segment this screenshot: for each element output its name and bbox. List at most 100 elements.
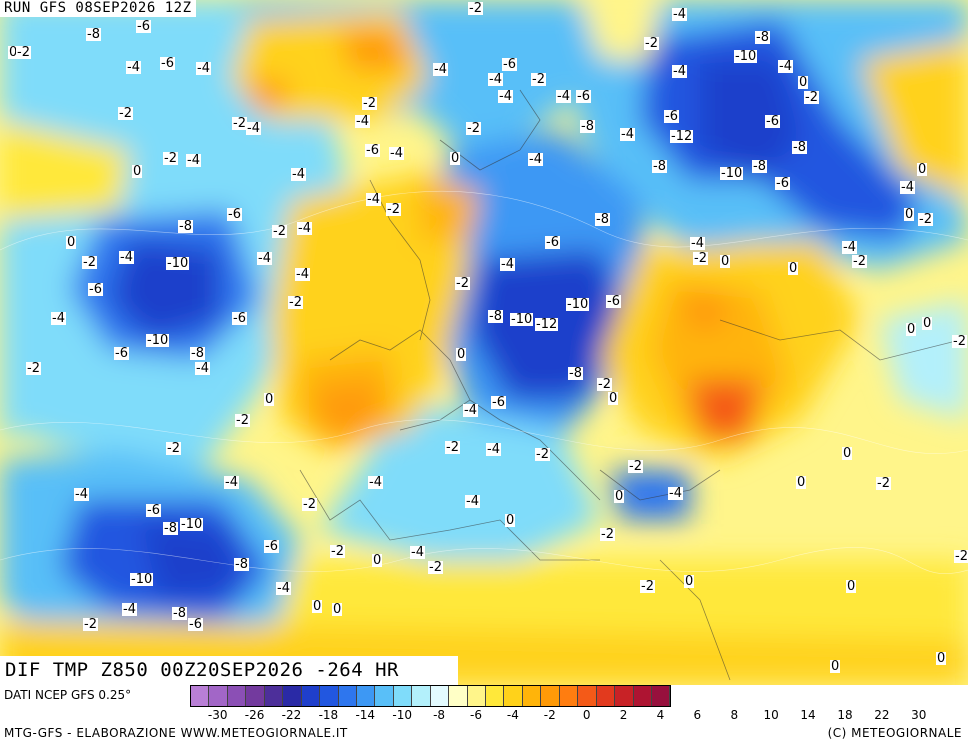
contour-label: -2	[804, 90, 819, 105]
contour-label: -10	[146, 333, 170, 348]
contour-label: -4	[389, 146, 404, 161]
contour-label: 0	[456, 347, 467, 362]
legend-swatch	[467, 686, 486, 706]
contour-label: 0	[684, 574, 695, 589]
contour-label: -4	[51, 311, 66, 326]
legend-swatch	[227, 686, 247, 706]
contour-label: 0	[842, 446, 853, 461]
contour-label: -6	[606, 294, 621, 309]
contour-label: -4	[257, 251, 272, 266]
contour-label: -4	[620, 127, 635, 142]
contour-label: 0	[798, 75, 809, 90]
isotherms	[0, 190, 968, 574]
contour-label: 0	[830, 659, 841, 674]
contour-label: -8	[178, 219, 193, 234]
contour-label: -4	[246, 121, 261, 136]
contour-label: -4	[74, 487, 89, 502]
legend-swatch	[301, 686, 321, 706]
legend-tick-label: 22	[874, 708, 890, 722]
contour-label: -2	[362, 96, 377, 111]
legend-tick-label: 10	[763, 708, 779, 722]
contour-label: -4	[528, 152, 543, 167]
contour-label: -10	[720, 166, 744, 181]
contour-label: 0	[936, 651, 947, 666]
contour-label: -2	[468, 1, 483, 16]
contour-label: -8	[163, 521, 178, 536]
contour-label: 0	[614, 489, 625, 504]
legend-swatch	[393, 686, 413, 706]
contour-label: -2	[82, 255, 97, 270]
contour-label: -4	[433, 62, 448, 77]
legend-swatch	[596, 686, 616, 706]
contour-label: -4	[276, 581, 291, 596]
run-title: RUN GFS 08SEP2026 12Z	[0, 0, 196, 17]
contour-label: 0	[917, 162, 928, 177]
contour-label: -10	[130, 572, 154, 587]
contour-label: 0	[332, 602, 343, 617]
contour-label: -6	[114, 346, 129, 361]
contour-label: 0	[505, 513, 516, 528]
contour-label: 0	[8, 45, 19, 60]
legend-swatch	[264, 686, 284, 706]
legend-swatch	[578, 686, 597, 706]
contour-label: -8	[86, 27, 101, 42]
contour-label: -6	[664, 109, 679, 124]
contour-label: -4	[900, 180, 915, 195]
contour-label: 0	[906, 322, 917, 337]
legend-tick-label: -14	[355, 708, 376, 722]
contour-label: 0	[922, 316, 933, 331]
contour-label: -6	[502, 57, 517, 72]
legend-tick-label: -30	[207, 708, 228, 722]
contour-label: -10	[510, 312, 534, 327]
contour-label: -2	[302, 497, 317, 512]
legend-tick-label: -4	[506, 708, 519, 722]
contour-label: -2	[852, 254, 867, 269]
contour-label: 0	[312, 599, 323, 614]
contour-label: -6	[491, 395, 506, 410]
contour-label: -2	[428, 560, 443, 575]
legend-tick-label: 2	[619, 708, 628, 722]
legend-tick-label: -22	[281, 708, 302, 722]
contour-label: -4	[195, 361, 210, 376]
contour-label: -6	[227, 207, 242, 222]
legend-tick-label: 0	[582, 708, 591, 722]
legend-tick-label: 14	[800, 708, 816, 722]
contour-label: 0	[450, 151, 461, 166]
legend-tick-label: -26	[244, 708, 265, 722]
legend-swatch	[375, 686, 394, 706]
contour-label: -2	[235, 413, 250, 428]
legend-tick-label: 6	[693, 708, 702, 722]
contour-label: -2	[83, 617, 98, 632]
contour-label: -4	[842, 240, 857, 255]
contour-label: -2	[640, 579, 655, 594]
color-legend	[190, 685, 672, 707]
legend-swatch	[633, 686, 652, 706]
footer: DATI NCEP GFS 0.25° -30 -26 -22 -18 -14 -10 -8…	[0, 685, 968, 745]
legend-swatch	[209, 686, 228, 706]
contour-label: -6	[365, 143, 380, 158]
contour-label: -2	[455, 276, 470, 291]
contour-label: -2	[166, 441, 181, 456]
legend-swatch	[559, 686, 579, 706]
contour-label: -4	[463, 403, 478, 418]
legend-tick-label: -2	[543, 708, 556, 722]
contour-label: -6	[775, 176, 790, 191]
contour-label: -4	[672, 7, 687, 22]
contour-label: -4	[196, 61, 211, 76]
contour-label: -4	[498, 89, 513, 104]
legend-tick-label: 4	[656, 708, 665, 722]
legend-swatch	[320, 686, 339, 706]
legend-swatch	[430, 686, 450, 706]
contour-label: -4	[126, 60, 141, 75]
contour-label: -6	[88, 282, 103, 297]
legend-tick-label: -8	[433, 708, 446, 722]
contour-label: -2	[597, 377, 612, 392]
contour-label: -4	[366, 192, 381, 207]
contour-label: -2	[272, 224, 287, 239]
contour-label: -4	[556, 89, 571, 104]
legend-swatch	[449, 686, 468, 706]
contour-label: -2	[445, 440, 460, 455]
map-caption: DIF TMP Z850 00Z20SEP2026 -264 HR	[0, 656, 458, 685]
contour-label: -4	[672, 64, 687, 79]
